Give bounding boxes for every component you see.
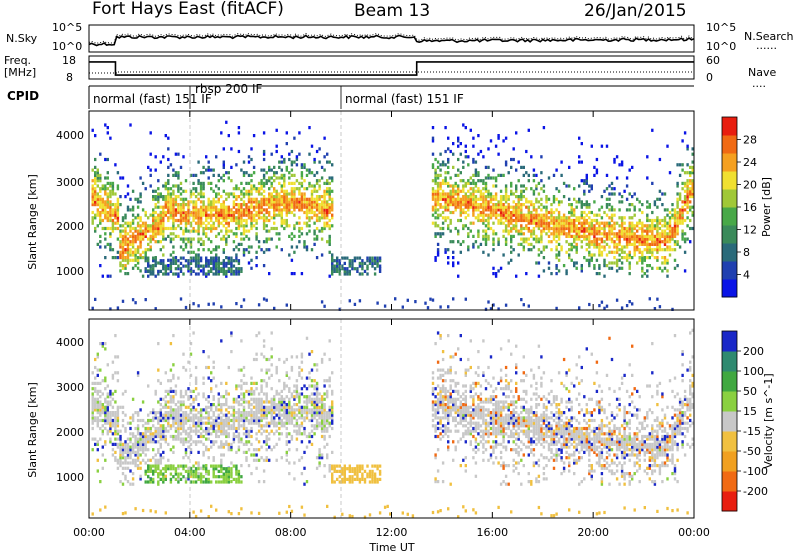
- power-ytick-4000: 4000: [56, 129, 84, 142]
- freq-left-tick-lo: 8: [66, 71, 73, 84]
- power-ytick-3000: 3000: [56, 176, 84, 189]
- colorbar-swatch: [722, 471, 737, 492]
- colorbar-tick-label: 4: [743, 269, 750, 282]
- velocity-ytick-2000: 2000: [56, 426, 84, 439]
- time-tick-label: 08:00: [275, 526, 307, 539]
- velocity-ylabel: Slant Range [km]: [26, 382, 39, 478]
- colorbar-tick-label: 200: [743, 345, 764, 358]
- time-tick-label: 00:00: [678, 526, 710, 539]
- colorbar-swatch: [722, 411, 737, 432]
- colorbar-tick-label: 24: [743, 156, 757, 169]
- colorbar-tick-label: 8: [743, 246, 750, 259]
- colorbar-swatch: [722, 207, 737, 226]
- power-colorbar-label: Power [dB]: [760, 177, 773, 237]
- colorbar-tick-label: 12: [743, 224, 757, 237]
- colorbar-swatch: [722, 491, 737, 512]
- date-title: 26/Jan/2015: [584, 1, 687, 21]
- noise-left-tick-lo: 10^0: [52, 40, 82, 53]
- power-scatter: [91, 120, 694, 311]
- noise-right-tick-hi: 10^5: [706, 21, 736, 34]
- power-colorbar: 4 8 12 16 20 24 28 Power [dB]: [721, 116, 773, 298]
- power-ytick-2000: 2000: [56, 220, 84, 233]
- noise-right-label-line: ......: [756, 39, 777, 52]
- time-tick-label: 04:00: [174, 526, 206, 539]
- velocity-colorbar-label: Velocity [m s^-1]: [762, 373, 775, 468]
- velocity-ytick-3000: 3000: [56, 381, 84, 394]
- colorbar-swatch: [722, 351, 737, 372]
- colorbar-tick-label: -100: [743, 465, 768, 478]
- time-axis-label: Time UT: [368, 541, 414, 554]
- cpid-segment-1: normal (fast) 151 IF: [93, 92, 212, 106]
- colorbar-swatch: [722, 189, 737, 208]
- colorbar-swatch: [722, 431, 737, 452]
- colorbar-swatch: [722, 279, 737, 298]
- noise-sky-series: [88, 34, 695, 47]
- colorbar-swatch: [722, 153, 737, 172]
- cpid-segment-3: normal (fast) 151 IF: [345, 92, 464, 106]
- noise-right-label: N.Search: [744, 30, 794, 43]
- power-ylabel: Slant Range [km]: [26, 174, 39, 270]
- freq-right-tick-lo: 0: [706, 71, 713, 84]
- colorbar-tick-label: 100: [743, 365, 764, 378]
- cpid-label: CPID: [7, 89, 39, 103]
- velocity-ytick-4000: 4000: [56, 336, 84, 349]
- time-tick-label: 00:00: [73, 526, 105, 539]
- freq-left-label-1: Freq.: [4, 54, 31, 67]
- colorbar-tick-label: 15: [743, 405, 757, 418]
- frequency-panel: Freq. [MHz] 18 8 60 0 Nave ....: [4, 54, 776, 90]
- colorbar-swatch: [722, 451, 737, 472]
- colorbar-tick-label: 16: [743, 201, 757, 214]
- colorbar-swatch: [722, 117, 737, 136]
- freq-left-label-2: [MHz]: [4, 66, 36, 79]
- freq-left-tick-hi: 18: [62, 54, 76, 67]
- colorbar-swatch: [722, 243, 737, 262]
- colorbar-tick-label: 20: [743, 179, 757, 192]
- colorbar-tick-label: -200: [743, 485, 768, 498]
- power-ytick-1000: 1000: [56, 265, 84, 278]
- freq-right-tick-hi: 60: [706, 54, 720, 67]
- nave-right-label: Nave: [748, 66, 776, 79]
- colorbar-tick-label: 28: [743, 134, 757, 147]
- beam-title: Beam 13: [354, 1, 430, 21]
- colorbar-swatch: [722, 261, 737, 280]
- colorbar-swatch: [722, 171, 737, 190]
- colorbar-tick-label: -50: [743, 445, 761, 458]
- noise-left-label: N.Sky: [6, 32, 38, 45]
- noise-panel: N.Sky 10^5 10^0 10^5 10^0 N.Search .....…: [6, 21, 794, 53]
- station-title: Fort Hays East (fitACF): [92, 0, 284, 19]
- noise-left-tick-hi: 10^5: [52, 21, 82, 34]
- velocity-panel: Slant Range [km] 4000 3000 2000 1000 200…: [26, 318, 775, 519]
- time-axis: 00:00 04:00 08:00 12:00 16:00 20:00 00:00: [73, 111, 710, 539]
- colorbar-swatch: [722, 135, 737, 154]
- power-panel: Slant Range [km] 4000 3000 2000 1000 4 8 1…: [26, 110, 773, 311]
- cpid-strip: CPID normal (fast) 151 IF rbsp 200 IF no…: [7, 82, 694, 109]
- colorbar-swatch: [722, 391, 737, 412]
- time-tick-label: 20:00: [577, 526, 609, 539]
- frequency-series: [89, 61, 694, 76]
- nave-right-label-line: ....: [752, 77, 766, 90]
- time-tick-label: 12:00: [376, 526, 408, 539]
- time-tick-label: 16:00: [476, 526, 508, 539]
- velocity-colorbar: 200 100 50 15 -15 -50 -100 -200 Velocity [m s^-…: [721, 330, 775, 512]
- velocity-scatter: [91, 328, 694, 519]
- colorbar-swatch: [722, 331, 737, 352]
- colorbar-tick-label: -15: [743, 425, 761, 438]
- colorbar-tick-label: 50: [743, 385, 757, 398]
- velocity-ytick-1000: 1000: [56, 471, 84, 484]
- cpid-segment-2: rbsp 200 IF: [195, 82, 262, 96]
- colorbar-swatch: [722, 225, 737, 244]
- noise-right-tick-lo: 10^0: [706, 40, 736, 53]
- colorbar-swatch: [722, 371, 737, 392]
